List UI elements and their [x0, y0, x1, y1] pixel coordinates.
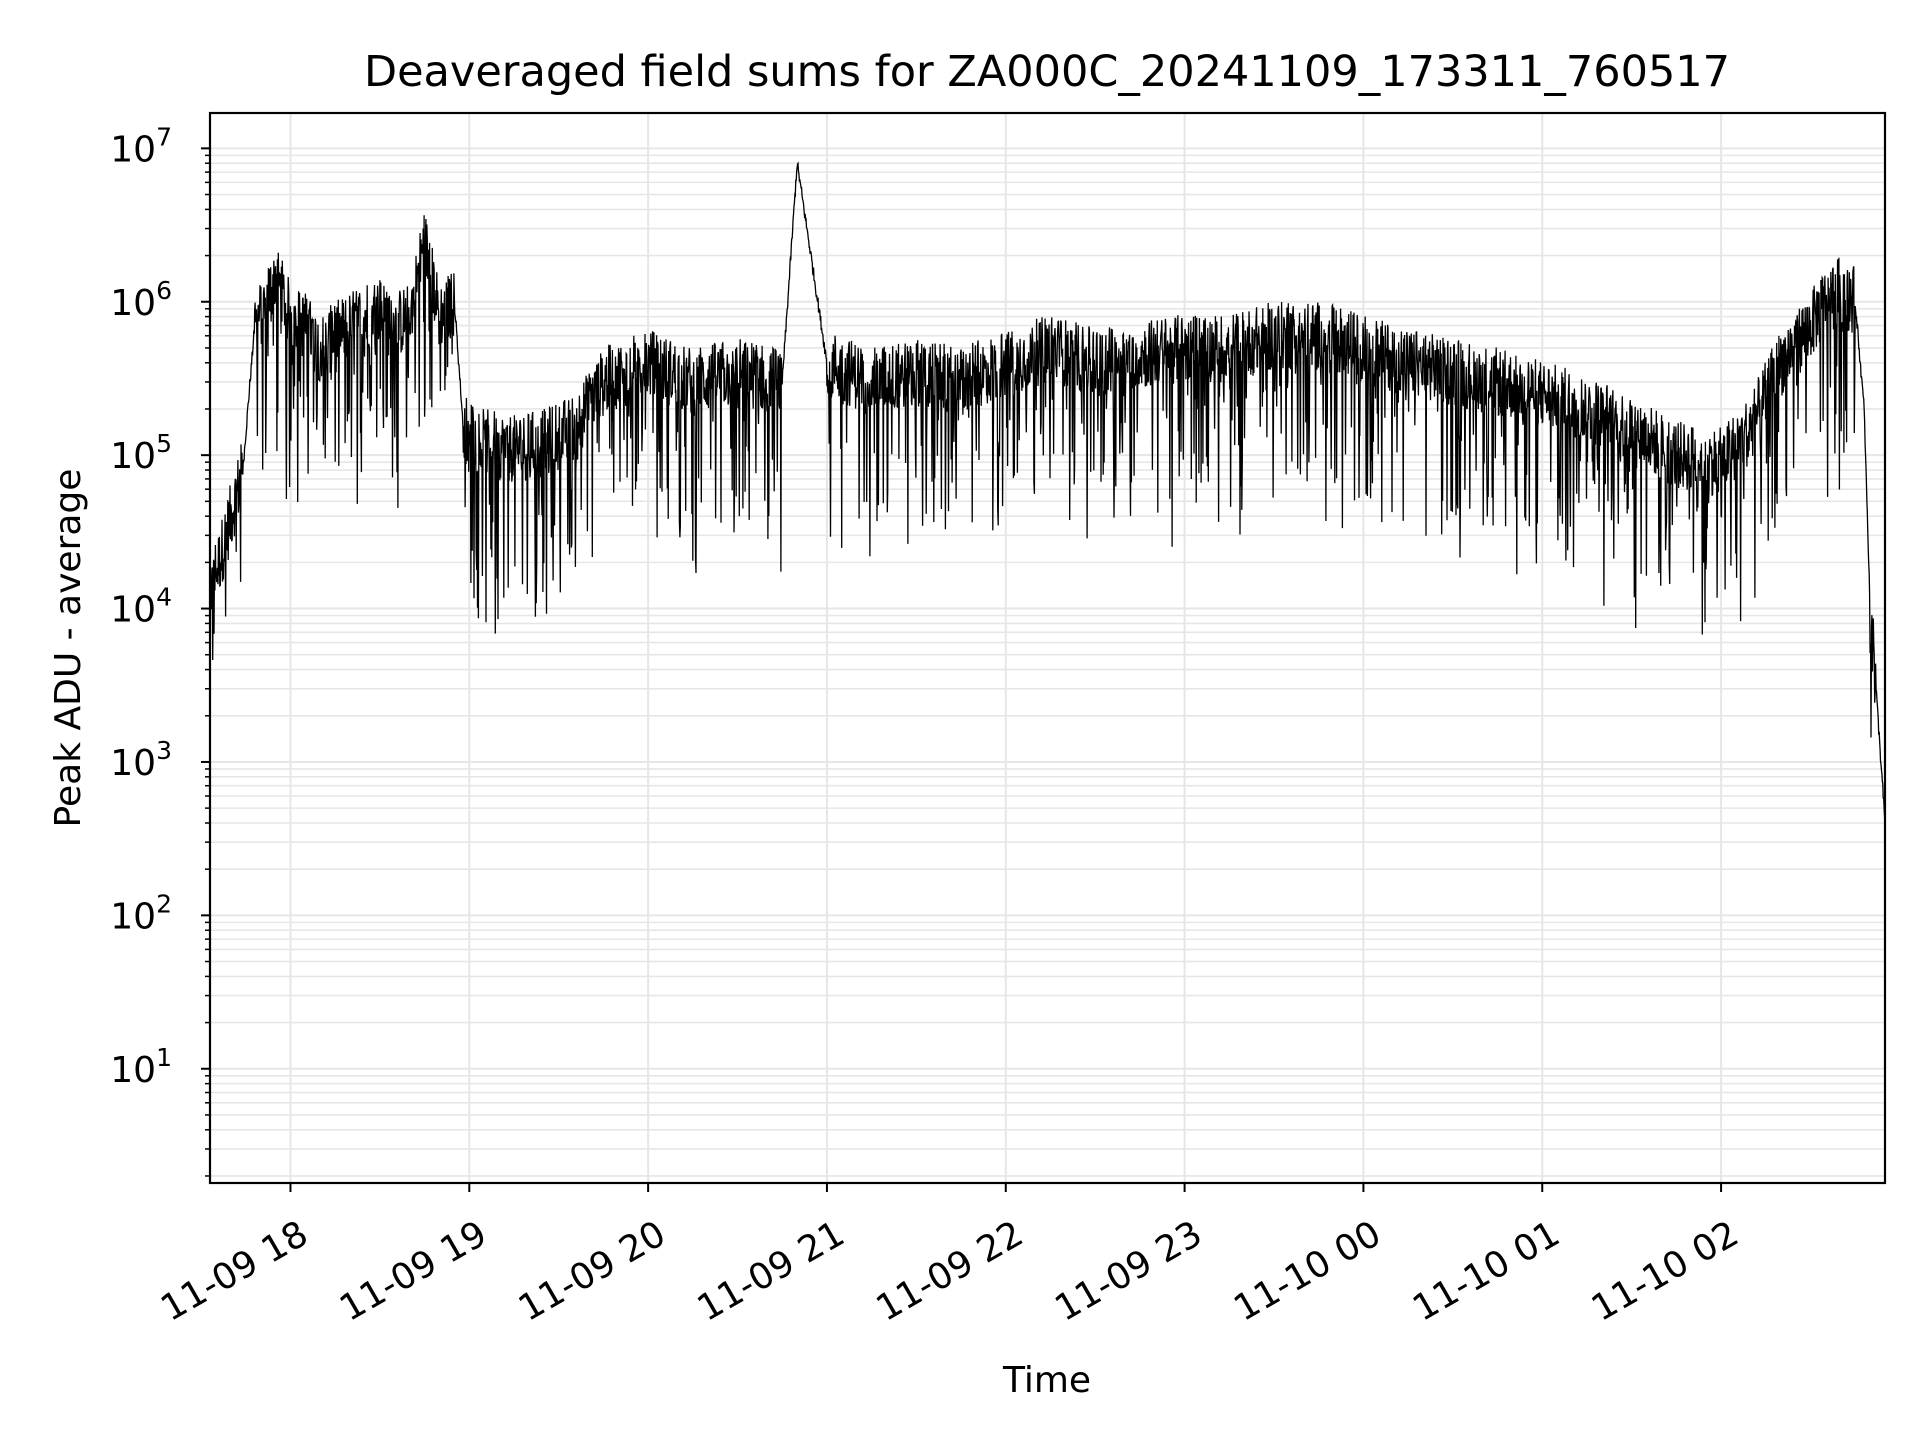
plot-frame	[208, 111, 1887, 1185]
y-tick-exponent: 5	[156, 429, 172, 458]
y-tick-base: 10	[110, 283, 156, 324]
grid	[210, 113, 1885, 1183]
y-tick-exponent: 1	[156, 1043, 172, 1072]
y-tick-exponent: 7	[156, 122, 172, 151]
y-tick-base: 10	[110, 896, 156, 937]
y-tick-label: 106	[110, 276, 172, 324]
y-tick-label: 102	[110, 889, 172, 937]
x-axis-label: Time	[1002, 1360, 1091, 1401]
series-line	[209, 161, 1886, 824]
y-tick-exponent: 2	[156, 889, 172, 918]
y-tick-exponent: 3	[156, 736, 172, 765]
y-tick-label: 103	[110, 736, 172, 784]
chart-title: Deaveraged field sums for ZA000C_2024110…	[364, 47, 1730, 97]
y-tick-exponent: 6	[156, 276, 172, 305]
y-tick-base: 10	[110, 1050, 156, 1091]
y-tick-label: 105	[110, 429, 172, 477]
y-tick-label: 104	[110, 583, 172, 631]
y-tick-label: 101	[110, 1043, 172, 1091]
y-tick-base: 10	[110, 436, 156, 477]
y-tick-exponent: 4	[156, 583, 172, 612]
y-axis-label: Peak ADU - average	[48, 469, 89, 828]
y-tick-label: 107	[110, 122, 172, 170]
y-tick-base: 10	[110, 743, 156, 784]
y-tick-base: 10	[110, 590, 156, 631]
data-area	[209, 161, 1886, 824]
y-tick-base: 10	[110, 129, 156, 170]
